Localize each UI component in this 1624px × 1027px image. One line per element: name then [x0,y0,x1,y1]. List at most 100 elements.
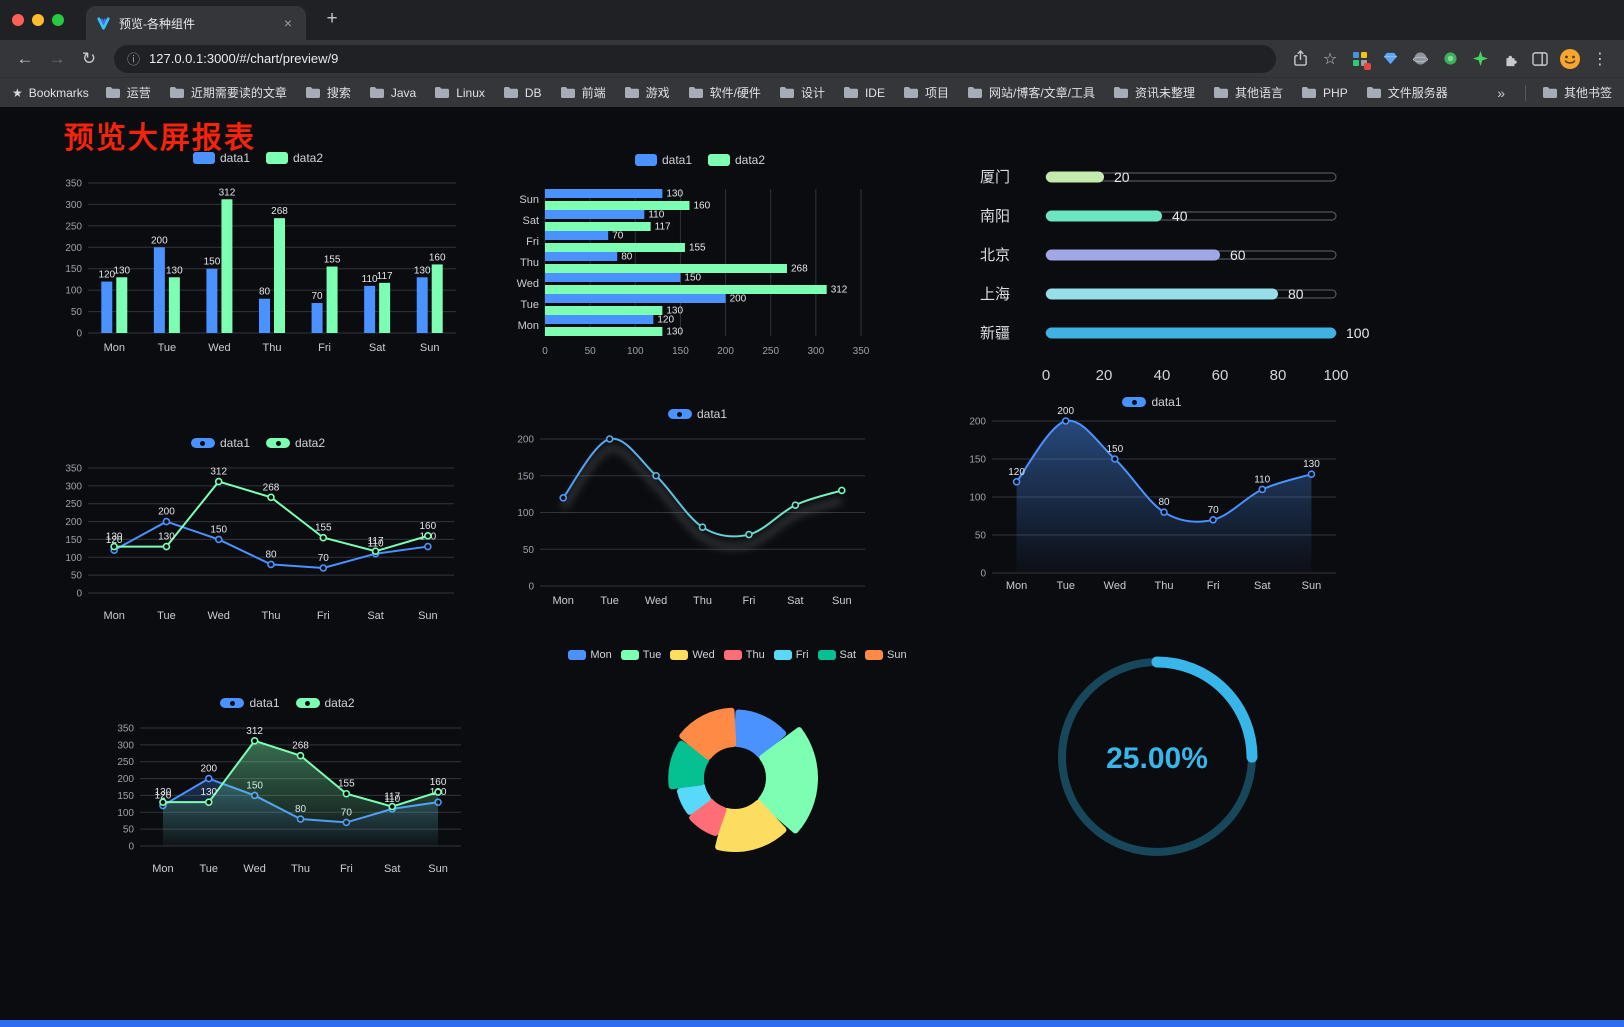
bookmark-folder[interactable]: 近期需要读的文章 [169,84,287,101]
bookmark-folder[interactable]: 其他语言 [1213,84,1283,101]
bookmark-folder[interactable]: 文件服务器 [1366,84,1448,101]
svg-text:Tue: Tue [520,299,539,311]
svg-text:Sun: Sun [428,863,448,875]
legend-item-wed[interactable]: Wed [670,649,715,661]
svg-text:155: 155 [338,779,355,790]
bookmark-folder[interactable]: IDE [843,86,885,100]
bookmark-folder[interactable]: 游戏 [624,84,670,101]
svg-text:Tue: Tue [1056,580,1075,592]
legend-item-fri[interactable]: Fri [773,649,809,661]
url-text: 127.0.0.1:3000/#/chart/preview/9 [149,51,339,66]
new-tab-button[interactable]: + [326,8,338,29]
chart-canvas[interactable]: 0 50 100 150 200 250 300 350 Mon Tue Wed Thu Fri Sat S… [48,169,468,359]
side-panel-icon[interactable] [1526,45,1554,73]
legend-item-data1[interactable]: data1 [634,153,692,167]
bookmark-folder[interactable]: DB [503,86,542,100]
svg-text:200: 200 [1057,406,1074,417]
chart-legend: data1 data2 [100,692,475,714]
other-bookmarks-item[interactable]: 其他书签 [1542,84,1612,101]
green-sparkle-extension-icon[interactable] [1466,45,1494,73]
chart-canvas[interactable]: 0 50 100 150 200 Mon Tue Wed Thu Fri Sat Sun 120 200 1… [952,406,1352,597]
svg-text:130: 130 [155,787,172,798]
browser-tab[interactable]: 预览-各种组件 × [86,6,306,40]
legend-item-data2[interactable]: data2 [266,436,325,450]
legend-item-data1[interactable]: data1 [1122,395,1182,409]
bookmark-folder[interactable]: 软件/硬件 [688,84,761,101]
legend-item-data1[interactable]: data1 [190,436,250,450]
bookmark-folder[interactable]: 设计 [779,84,825,101]
share-icon[interactable] [1286,45,1314,73]
profile-avatar[interactable] [1556,45,1584,73]
chart-canvas[interactable]: 0 50 100 150 200 250 300 350 Mon Tue Wed Thu Fri Sat S… [100,714,475,880]
tab-strip: 预览-各种组件 × + [0,0,1624,40]
address-bar[interactable]: ⓘ 127.0.0.1:3000/#/chart/preview/9 [114,44,1276,73]
svg-text:120: 120 [98,270,115,281]
legend-item-mon[interactable]: Mon [568,649,612,661]
legend-item-data1[interactable]: data1 [192,151,250,165]
svg-text:130: 130 [1303,459,1320,470]
close-window-button[interactable] [12,14,24,26]
bookmark-folders: 运营 近期需要读的文章 搜索 Java Linux DB 前端 游戏 软件/硬件 设计 IDE 项目 网… [105,84,1477,101]
bookmark-star-icon[interactable]: ☆ [1322,50,1338,68]
gem-extension-icon[interactable] [1376,45,1404,73]
bookmark-folder[interactable]: Java [369,86,416,100]
legend-item-data1[interactable]: data1 [220,696,280,710]
chart-canvas[interactable] [545,666,930,891]
svg-text:新疆: 新疆 [980,325,1010,342]
svg-text:350: 350 [853,346,870,357]
legend-item-thu[interactable]: Thu [723,649,765,661]
svg-text:160: 160 [430,777,447,788]
bookmark-folder[interactable]: 运营 [105,84,151,101]
chart-canvas[interactable]: 0 50 100 150 200 250 300 350 Mon Tue Wed Thu Fri Sat S… [505,171,895,362]
minimize-window-button[interactable] [32,14,44,26]
chart-canvas[interactable]: 厦门 20 南阳 40 北京 60 上海 80 新疆 100 0 20 40 60 80 100 [980,155,1370,405]
gray-sphere-extension-icon[interactable] [1406,45,1434,73]
extension-grid-icon[interactable] [1346,45,1374,73]
svg-text:80: 80 [1270,367,1287,384]
bookmark-folder[interactable]: 搜索 [305,84,351,101]
forward-button[interactable]: → [48,48,66,68]
bookmark-folder[interactable]: Linux [434,86,485,100]
svg-text:150: 150 [204,257,221,268]
chart-canvas[interactable]: 0 50 100 150 200 250 300 350 Mon Tue Wed Thu Fri Sat S… [48,454,468,627]
legend-item-data2[interactable]: data2 [295,696,355,710]
svg-text:120: 120 [106,535,123,546]
puzzle-extensions-icon[interactable] [1496,45,1524,73]
menu-icon[interactable]: ⋮ [1592,50,1608,68]
zoom-window-button[interactable] [52,14,64,26]
svg-text:Tue: Tue [200,863,219,875]
bookmark-folder[interactable]: PHP [1301,86,1348,100]
svg-text:厦门: 厦门 [980,169,1010,186]
reload-button[interactable]: ↻ [81,48,97,68]
svg-text:Thu: Thu [291,863,310,875]
browser-toolbar: ← → ↻ ⓘ 127.0.0.1:3000/#/chart/preview/9… [0,40,1624,77]
tab-close-icon[interactable]: × [283,15,293,31]
chart-canvas[interactable]: 0 50 100 150 200 Mon Tue Wed Thu Fri Sat Sun [500,425,895,612]
bookmark-folder[interactable]: 资讯未整理 [1113,84,1195,101]
back-button[interactable]: ← [16,48,34,68]
svg-text:312: 312 [210,467,227,478]
legend-item-sun[interactable]: Sun [865,649,907,661]
chart-canvas[interactable]: 25.00% [1035,647,1280,882]
svg-text:117: 117 [377,271,393,282]
svg-text:200: 200 [158,507,175,518]
footer-accent-bar [0,1020,1624,1027]
bookmark-folder[interactable]: 前端 [560,84,606,101]
bookmarks-overflow-chevron[interactable]: » [1497,84,1505,101]
legend-item-sat[interactable]: Sat [817,649,856,661]
legend-item-data2[interactable]: data2 [708,153,765,167]
green-sphere-extension-icon[interactable] [1436,45,1464,73]
site-info-icon[interactable]: ⓘ [127,52,141,67]
svg-text:100: 100 [117,808,134,819]
legend-item-data1[interactable]: data1 [667,407,727,421]
svg-text:130: 130 [666,327,683,338]
svg-text:100: 100 [1346,325,1370,341]
svg-text:Tue: Tue [158,342,177,354]
svg-text:20: 20 [1114,169,1130,185]
svg-text:50: 50 [71,571,83,582]
bookmark-folder[interactable]: 网站/博客/文章/工具 [967,84,1095,101]
legend-item-data2[interactable]: data2 [266,151,323,165]
bookmarks-home-item[interactable]: ★ Bookmarks [12,86,89,100]
bookmark-folder[interactable]: 项目 [903,84,949,101]
legend-item-tue[interactable]: Tue [620,649,661,661]
